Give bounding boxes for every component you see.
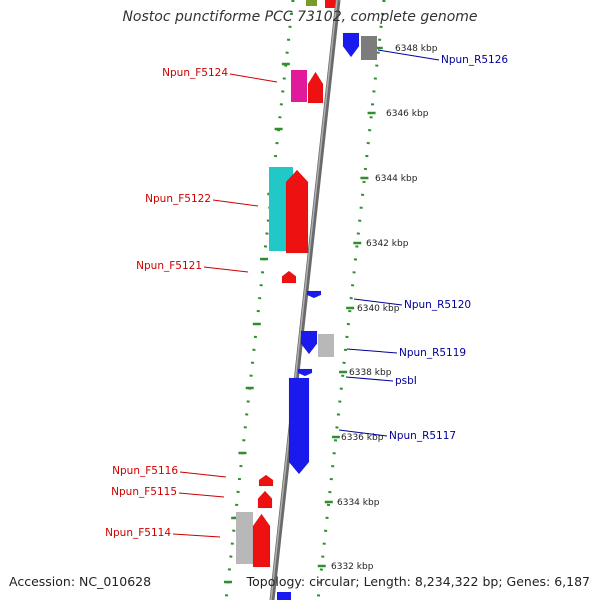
gene-psbi [297, 368, 313, 377]
gene-npun-r5126-blue [342, 32, 360, 58]
label-leader-reverse [346, 348, 398, 354]
scale-label: 6348 kbp [395, 44, 438, 54]
forward-gene-label: Npun_F5115 [111, 486, 177, 498]
gene-npun-r5119-blue [300, 330, 318, 355]
scale-label: 6344 kbp [375, 174, 418, 184]
label-leader-forward [179, 471, 227, 478]
label-leader-forward [172, 533, 221, 538]
scale-label: 6336 kbp [341, 433, 384, 443]
reverse-gene-label: Npun_R5120 [404, 299, 471, 311]
scale-label: 6346 kbp [386, 109, 429, 119]
label-leader-forward [212, 199, 259, 207]
reverse-gene-label: psbI [395, 375, 417, 387]
gene-npun-f5115 [257, 490, 273, 509]
forward-gene-label: Npun_F5124 [162, 67, 228, 79]
map-title: Nostoc punctiforme PCC 73102, complete g… [122, 9, 478, 25]
gene-npun-r5117 [288, 377, 310, 475]
gene-npun-f5124-pink [291, 70, 307, 102]
genome-backbone-highlight [270, 0, 338, 601]
label-leader-reverse [345, 376, 394, 382]
label-leader-reverse [338, 429, 388, 437]
forward-gene-label: Npun_F5116 [112, 465, 178, 477]
scale-label: 6334 kbp [337, 498, 380, 508]
scale-label: 6332 kbp [331, 562, 374, 572]
gene-npun-f5116 [258, 474, 274, 487]
genome-backbone [269, 0, 341, 601]
label-leader-reverse [377, 49, 440, 61]
reverse-gene-label: Npun_R5119 [399, 347, 466, 359]
label-leader-forward [229, 73, 278, 83]
scale-label: 6340 kbp [357, 304, 400, 314]
feature-top-olive [306, 0, 317, 6]
accession-text: Accession: NC_010628 [9, 574, 152, 589]
feature-bottom-blue [277, 592, 291, 600]
gene-npun-r5119-gray [318, 334, 334, 357]
gene-npun-f5114-red [252, 513, 271, 568]
gene-npun-f5124-red [307, 71, 324, 104]
forward-gene-label: Npun_F5114 [105, 527, 171, 539]
reverse-gene-label: Npun_R5117 [389, 430, 456, 442]
topology-text: Topology: circular; Length: 8,234,322 bp… [246, 574, 590, 589]
label-leader-reverse [353, 298, 403, 306]
scale-label: 6342 kbp [366, 239, 409, 249]
gene-npun-f5114-gray [236, 512, 253, 564]
gene-npun-f5122-red [285, 169, 309, 254]
gene-npun-r5120 [306, 290, 322, 299]
scale-label: 6338 kbp [349, 368, 392, 378]
forward-gene-label: Npun_F5121 [136, 260, 202, 272]
feature-top-red [325, 0, 338, 8]
label-leader-forward [203, 266, 249, 273]
forward-gene-label: Npun_F5122 [145, 193, 211, 205]
label-leader-forward [178, 492, 225, 498]
reverse-gene-label: Npun_R5126 [441, 54, 508, 66]
gene-npun-r5126-gray [361, 36, 377, 60]
gene-npun-f5121 [281, 270, 297, 284]
